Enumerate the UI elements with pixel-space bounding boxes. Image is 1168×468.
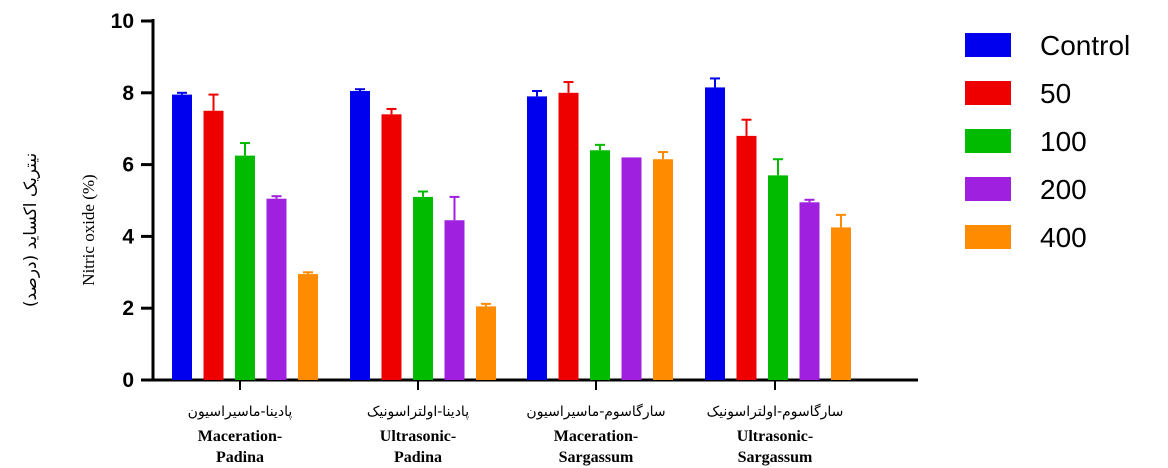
category-label: Ultrasonic-	[737, 428, 813, 445]
bar	[799, 202, 820, 380]
category-label-line2: Padina	[216, 449, 264, 466]
bar	[558, 92, 579, 381]
y-axis-label-persian: نیتریک اکساید (درصد)	[21, 153, 41, 307]
bar	[444, 220, 465, 380]
bar	[590, 150, 610, 380]
bar	[653, 159, 673, 380]
legend-label: 50	[1040, 78, 1071, 109]
bar	[203, 110, 224, 380]
y-tick-label: 4	[122, 225, 134, 248]
bar	[381, 114, 402, 380]
legend-label: Control	[1040, 30, 1130, 61]
bar	[266, 198, 287, 380]
bar	[298, 274, 318, 380]
legend-swatch	[965, 129, 1011, 153]
bar	[350, 91, 370, 380]
bars	[172, 77, 851, 381]
y-tick-label: 10	[111, 10, 134, 33]
category-label: Maceration-	[198, 428, 282, 445]
y-tick-label: 0	[122, 369, 134, 392]
bar	[736, 135, 757, 380]
y-axis-labels: نیتریک اکساید (درصد) Nitric oxide (%)	[21, 153, 98, 307]
category-labels: پادینا-ماسیراسیون Maceration- Padina پادینا…	[188, 380, 844, 466]
legend-label: 200	[1040, 174, 1087, 205]
legend-label: 100	[1040, 126, 1087, 157]
category-label: Maceration-	[554, 428, 638, 445]
bar	[235, 155, 255, 380]
category-label-persian: سارگاسوم-ماسیراسیون	[526, 403, 665, 420]
category-label: Ultrasonic-	[380, 428, 456, 445]
legend-swatch	[965, 81, 1011, 105]
legend-swatch	[965, 225, 1011, 249]
category-label-line2: Sargassum	[559, 449, 634, 466]
y-tick-label: 2	[122, 297, 134, 320]
bar	[831, 227, 851, 380]
bar	[476, 306, 496, 380]
category-label-line2: Padina	[394, 449, 442, 466]
bar	[705, 87, 725, 380]
bar	[621, 157, 642, 380]
category-label-line2: Sargassum	[738, 449, 813, 466]
bar	[172, 94, 192, 380]
bar	[413, 196, 433, 380]
legend-swatch	[965, 177, 1011, 201]
category-label-persian: سارگاسوم-اولتراسونیک	[707, 403, 844, 420]
category-label-persian: پادینا-اولتراسونیک	[367, 404, 469, 420]
legend-label: 400	[1040, 222, 1087, 253]
category-label-persian: پادینا-ماسیراسیون	[188, 404, 293, 420]
bar	[527, 96, 547, 380]
y-tick-label: 8	[122, 82, 134, 105]
axes: 0 2 4 6 8 10	[111, 10, 918, 392]
legend-swatch	[965, 33, 1011, 57]
y-tick-label: 6	[122, 154, 134, 177]
legend: Control 50 100 200 400	[965, 30, 1130, 253]
bar	[768, 175, 788, 380]
y-axis-label: Nitric oxide (%)	[79, 174, 98, 285]
